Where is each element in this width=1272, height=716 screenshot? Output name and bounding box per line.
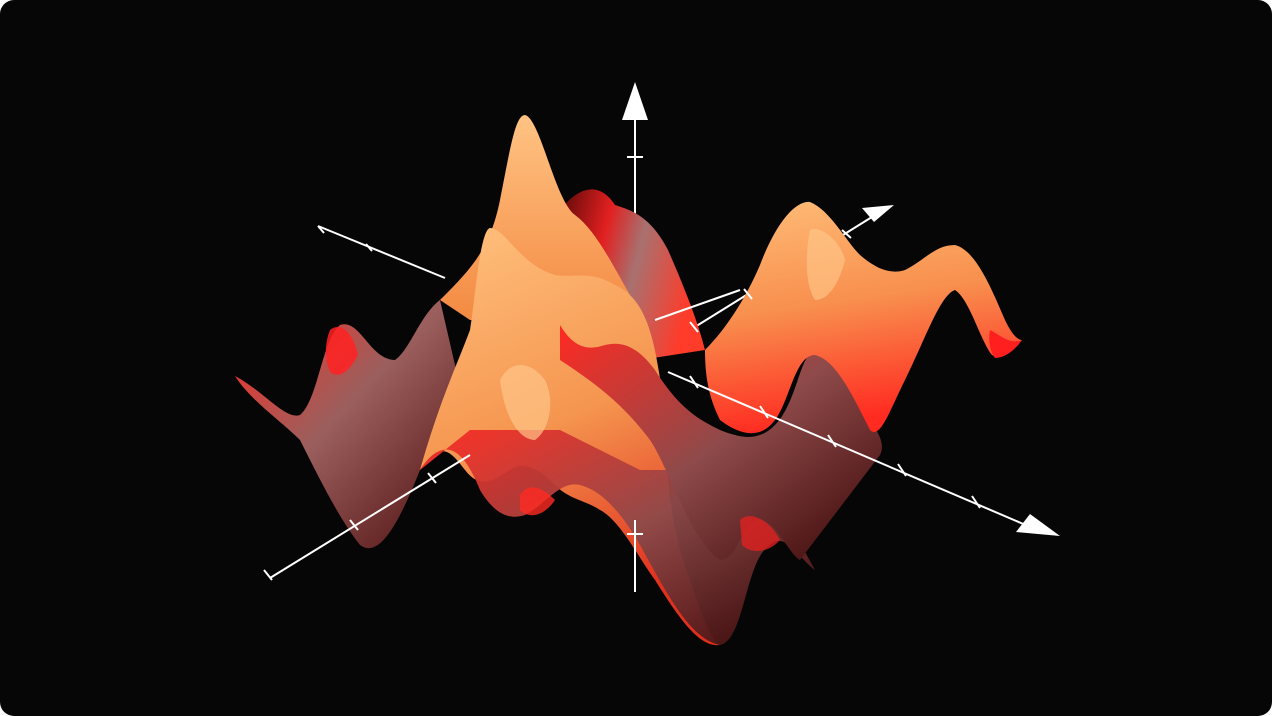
tick <box>759 405 769 419</box>
left-axis-upper <box>317 225 446 279</box>
surface-red-accent <box>520 487 555 516</box>
surface-middle-ridge <box>560 325 882 560</box>
tick <box>827 434 837 448</box>
tick <box>897 463 907 477</box>
surface-red-accent <box>989 330 1022 358</box>
surface-left-wing <box>235 300 470 549</box>
tick <box>743 288 753 300</box>
axes-front <box>263 288 1029 592</box>
tick <box>317 225 325 234</box>
tick <box>689 321 699 333</box>
surface-right-sheet <box>705 201 1022 434</box>
tick <box>263 569 273 581</box>
tick <box>349 519 359 531</box>
left-axis-lower <box>269 454 471 579</box>
surface-red-accent <box>740 516 780 552</box>
surface-highlight <box>806 229 845 300</box>
right-axis-lower <box>667 371 1029 527</box>
vertical-axis-arrowhead <box>622 82 648 120</box>
right-axis-lower-arrowhead <box>1016 514 1060 536</box>
right-axis-arrowhead <box>862 205 894 222</box>
tick <box>841 229 852 239</box>
surface-highlight <box>500 365 551 440</box>
tick <box>971 495 981 509</box>
surface-red-accent <box>325 327 358 375</box>
tick <box>427 472 437 484</box>
tick <box>365 243 373 252</box>
diag-axis-mid <box>654 289 741 321</box>
tick <box>689 375 699 389</box>
